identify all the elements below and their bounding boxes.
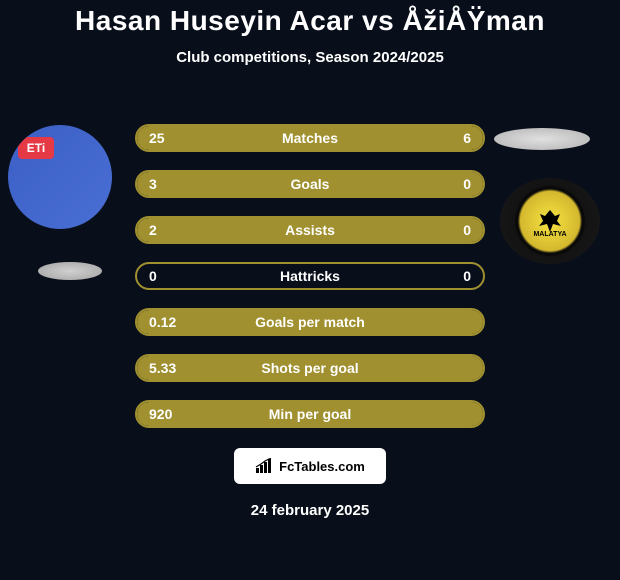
- stat-label: Min per goal: [269, 406, 351, 422]
- player-left-shadow: [38, 262, 102, 280]
- stat-label: Goals per match: [255, 314, 365, 330]
- stat-row: 2 0 Assists: [135, 216, 485, 244]
- page-title: Hasan Huseyin Acar vs ÅžiÅŸman: [0, 5, 620, 37]
- club-right-inner: MALATYA: [515, 186, 585, 256]
- stat-value-left: 5.33: [149, 360, 176, 376]
- player-left-avatar: ETi: [8, 125, 112, 229]
- stat-label: Goals: [291, 176, 330, 192]
- stat-row: 920 Min per goal: [135, 400, 485, 428]
- stat-value-left: 25: [149, 130, 165, 146]
- stat-value-right: 6: [463, 130, 471, 146]
- stat-fill-left: [137, 126, 416, 150]
- player-right-shadow: [494, 128, 590, 150]
- page-subtitle: Club competitions, Season 2024/2025: [0, 49, 620, 66]
- stat-value-left: 2: [149, 222, 157, 238]
- stat-label: Hattricks: [280, 268, 340, 284]
- player-left-badge: ETi: [18, 137, 54, 159]
- stat-value-left: 0.12: [149, 314, 176, 330]
- footer-badge: FcTables.com: [234, 448, 386, 484]
- stat-label: Assists: [285, 222, 335, 238]
- stat-row: 0.12 Goals per match: [135, 308, 485, 336]
- stat-label: Matches: [282, 130, 338, 146]
- stat-label: Shots per goal: [261, 360, 358, 376]
- stat-value-right: 0: [463, 222, 471, 238]
- stat-value-left: 0: [149, 268, 157, 284]
- club-right-label: MALATYA: [533, 231, 566, 238]
- stat-row: 0 0 Hattricks: [135, 262, 485, 290]
- stat-row: 25 6 Matches: [135, 124, 485, 152]
- stat-value-right: 0: [463, 176, 471, 192]
- footer-date: 24 february 2025: [251, 502, 369, 519]
- stat-fill-right: [416, 126, 483, 150]
- stat-row: 3 0 Goals: [135, 170, 485, 198]
- stats-container: 25 6 Matches 3 0 Goals 2 0 Assists 0 0 Hattricks 0.1…: [135, 124, 485, 446]
- stat-value-left: 920: [149, 406, 172, 422]
- footer-brand: FcTables.com: [279, 459, 365, 474]
- stat-row: 5.33 Shots per goal: [135, 354, 485, 382]
- header: Hasan Huseyin Acar vs ÅžiÅŸman Club comp…: [0, 0, 620, 66]
- club-right-badge: MALATYA: [500, 178, 600, 264]
- stat-value-left: 3: [149, 176, 157, 192]
- chart-icon: [255, 458, 275, 474]
- stat-value-right: 0: [463, 268, 471, 284]
